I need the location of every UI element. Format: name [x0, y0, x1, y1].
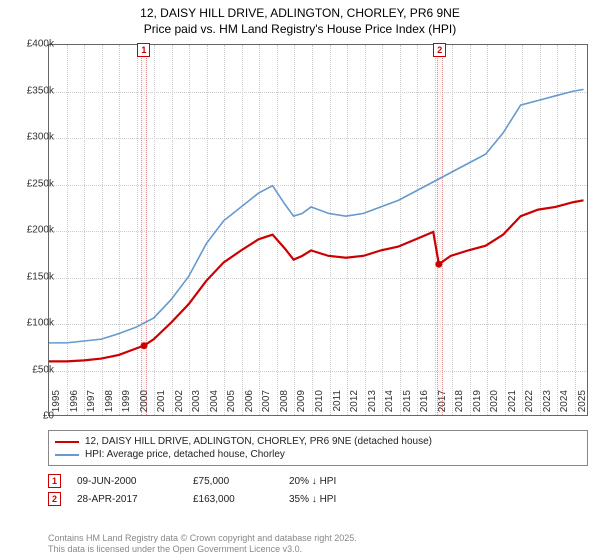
x-axis-label: 2007	[261, 390, 272, 420]
x-axis-label: 2021	[507, 390, 518, 420]
y-axis-label: £0	[4, 411, 54, 422]
series-hpi	[49, 89, 584, 343]
plot-area: 12	[48, 44, 588, 416]
sale-row: 1 09-JUN-2000 £75,000 20% ↓ HPI	[48, 472, 588, 490]
x-axis-label: 2025	[577, 390, 588, 420]
x-axis-label: 2023	[542, 390, 553, 420]
sale-date: 28-APR-2017	[77, 494, 177, 505]
y-axis-label: £150k	[4, 271, 54, 282]
footer-line-2: This data is licensed under the Open Gov…	[48, 544, 357, 556]
x-axis-label: 2022	[524, 390, 535, 420]
x-axis-label: 1997	[86, 390, 97, 420]
x-axis-label: 2012	[349, 390, 360, 420]
x-axis-label: 2019	[472, 390, 483, 420]
y-axis-label: £50k	[4, 364, 54, 375]
x-axis-label: 2020	[489, 390, 500, 420]
legend-region: 12, DAISY HILL DRIVE, ADLINGTON, CHORLEY…	[48, 430, 588, 508]
legend-swatch	[55, 441, 79, 443]
y-axis-label: £300k	[4, 132, 54, 143]
legend-row: 12, DAISY HILL DRIVE, ADLINGTON, CHORLEY…	[55, 435, 581, 448]
y-axis-label: £400k	[4, 39, 54, 50]
sale-row: 2 28-APR-2017 £163,000 35% ↓ HPI	[48, 490, 588, 508]
legend-label: HPI: Average price, detached house, Chor…	[85, 449, 285, 460]
sale-delta: 20% ↓ HPI	[289, 476, 409, 487]
x-axis-label: 1998	[104, 390, 115, 420]
sale-price: £163,000	[193, 494, 273, 505]
x-axis-label: 2015	[402, 390, 413, 420]
x-axis-label: 2017	[437, 390, 448, 420]
x-axis-label: 2003	[191, 390, 202, 420]
y-axis-label: £350k	[4, 85, 54, 96]
attribution-footer: Contains HM Land Registry data © Crown c…	[48, 533, 357, 556]
x-axis-label: 2004	[209, 390, 220, 420]
sales-table: 1 09-JUN-2000 £75,000 20% ↓ HPI 2 28-APR-2017…	[48, 472, 588, 508]
sale-delta: 35% ↓ HPI	[289, 494, 409, 505]
x-axis-label: 1996	[69, 390, 80, 420]
x-axis-label: 2009	[296, 390, 307, 420]
x-axis-label: 1999	[121, 390, 132, 420]
x-axis-label: 2001	[156, 390, 167, 420]
title-line-2: Price paid vs. HM Land Registry's House …	[10, 22, 590, 38]
x-axis-label: 2014	[384, 390, 395, 420]
x-axis-label: 2000	[139, 390, 150, 420]
x-axis-label: 2024	[559, 390, 570, 420]
y-axis-label: £200k	[4, 225, 54, 236]
sale-dot	[141, 342, 148, 349]
x-axis-label: 2011	[332, 390, 343, 420]
legend-row: HPI: Average price, detached house, Chor…	[55, 448, 581, 461]
chart-container: 12, DAISY HILL DRIVE, ADLINGTON, CHORLEY…	[0, 0, 600, 560]
y-axis-label: £100k	[4, 318, 54, 329]
x-axis-label: 2010	[314, 390, 325, 420]
legend-label: 12, DAISY HILL DRIVE, ADLINGTON, CHORLEY…	[85, 436, 432, 447]
footer-line-1: Contains HM Land Registry data © Crown c…	[48, 533, 357, 545]
x-axis-label: 2018	[454, 390, 465, 420]
sale-number-box: 2	[48, 492, 61, 506]
legend-box: 12, DAISY HILL DRIVE, ADLINGTON, CHORLEY…	[48, 430, 588, 466]
x-axis-label: 2008	[279, 390, 290, 420]
y-axis-label: £250k	[4, 178, 54, 189]
legend-swatch	[55, 454, 79, 456]
x-axis-label: 1995	[51, 390, 62, 420]
sale-number-box: 1	[48, 474, 61, 488]
x-axis-label: 2002	[174, 390, 185, 420]
series-property	[49, 200, 584, 361]
x-axis-label: 2016	[419, 390, 430, 420]
sale-price: £75,000	[193, 476, 273, 487]
line-layer	[49, 45, 587, 415]
x-axis-label: 2006	[244, 390, 255, 420]
x-axis-label: 2005	[226, 390, 237, 420]
x-axis-label: 2013	[367, 390, 378, 420]
title-line-1: 12, DAISY HILL DRIVE, ADLINGTON, CHORLEY…	[10, 6, 590, 22]
sale-date: 09-JUN-2000	[77, 476, 177, 487]
chart-title: 12, DAISY HILL DRIVE, ADLINGTON, CHORLEY…	[0, 0, 600, 39]
sale-dot	[435, 261, 442, 268]
